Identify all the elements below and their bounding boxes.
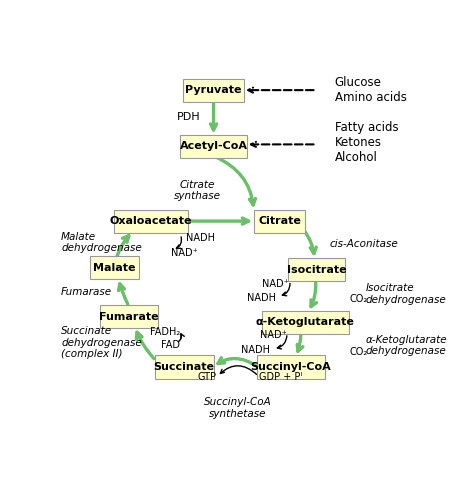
Text: GTP: GTP [198,372,217,382]
Text: NAD⁺: NAD⁺ [171,248,198,258]
Text: Succinate
dehydrogenase
(complex II): Succinate dehydrogenase (complex II) [61,326,142,359]
Text: Citrate
synthase: Citrate synthase [173,180,220,201]
Text: Fatty acids
Ketones
Alcohol: Fatty acids Ketones Alcohol [335,121,398,164]
Text: FAD: FAD [162,340,181,349]
Text: NADH: NADH [241,345,271,355]
Text: NAD⁺: NAD⁺ [262,278,289,289]
Text: CO₂: CO₂ [349,347,368,357]
FancyBboxPatch shape [114,209,188,233]
Text: Succinyl-CoA: Succinyl-CoA [250,362,331,372]
Text: PDH: PDH [177,112,201,122]
Text: FADH₂: FADH₂ [150,327,181,337]
FancyBboxPatch shape [90,256,139,279]
FancyBboxPatch shape [181,135,246,158]
Text: NADH: NADH [186,233,215,243]
Text: GDP + Pᴵ: GDP + Pᴵ [259,372,302,382]
Text: Succinate: Succinate [154,362,215,372]
Text: CO₂: CO₂ [349,294,368,304]
Text: Acetyl-CoA: Acetyl-CoA [180,141,247,151]
Text: cis-Aconitase: cis-Aconitase [329,239,398,248]
Text: Fumarate: Fumarate [99,312,159,322]
FancyBboxPatch shape [183,79,244,102]
FancyBboxPatch shape [100,305,158,328]
Text: Fumarase: Fumarase [61,287,112,297]
Text: Glucose
Amino acids: Glucose Amino acids [335,76,407,104]
Text: NAD⁺: NAD⁺ [260,330,287,340]
Text: Malate: Malate [93,263,136,273]
Text: α-Ketoglutarate: α-Ketoglutarate [256,317,355,327]
FancyBboxPatch shape [262,311,348,334]
Text: α-Ketoglutarate
dehydrogenase: α-Ketoglutarate dehydrogenase [366,334,447,356]
Text: Isocitrate: Isocitrate [287,265,346,275]
Text: Citrate: Citrate [258,216,301,226]
Text: Pyruvate: Pyruvate [185,85,242,95]
FancyBboxPatch shape [254,209,305,233]
Text: Isocitrate
dehydrogenase: Isocitrate dehydrogenase [366,283,447,305]
Text: Oxaloacetate: Oxaloacetate [110,216,192,226]
Text: Succinyl-CoA
synthetase: Succinyl-CoA synthetase [203,398,271,419]
FancyBboxPatch shape [288,258,345,281]
FancyBboxPatch shape [257,355,325,379]
Text: Malate
dehydrogenase: Malate dehydrogenase [61,232,142,253]
Text: NADH: NADH [247,293,276,303]
FancyBboxPatch shape [155,355,213,379]
